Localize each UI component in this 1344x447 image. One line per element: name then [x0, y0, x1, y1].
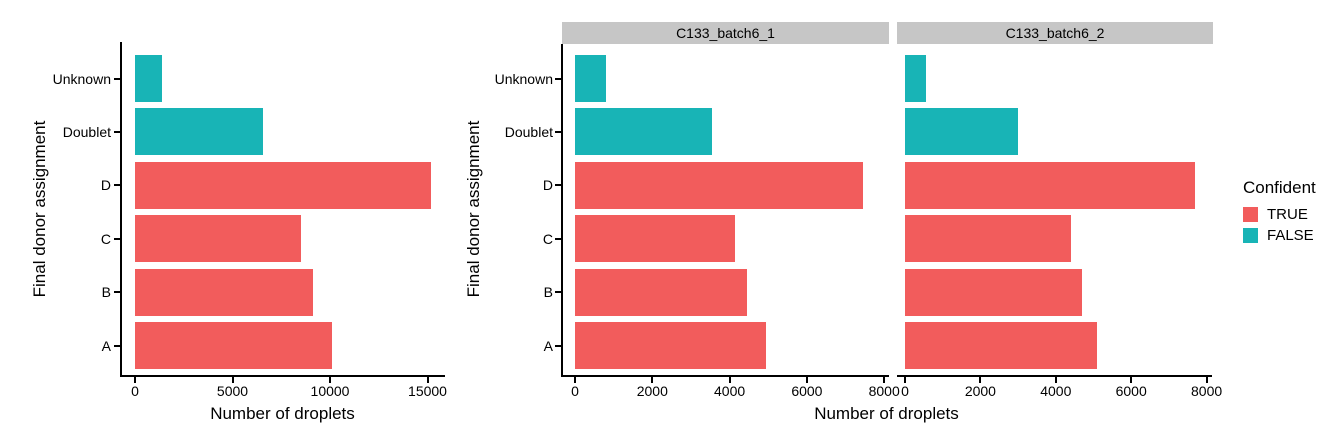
x-tick: [426, 377, 429, 383]
x-tick-label: 6000: [1115, 383, 1147, 399]
y-category-label: B: [543, 284, 553, 301]
x-tick: [651, 377, 654, 383]
bar-b: [135, 268, 313, 316]
x-tick-label: 0: [901, 383, 909, 399]
legend-title: Confident: [1243, 178, 1316, 197]
y-axis-line: [120, 42, 122, 377]
legend: Confident TRUE FALSE: [1243, 178, 1316, 249]
facet-strip-batch2: C133_batch6_2: [897, 22, 1213, 44]
x-tick-label: 15000: [408, 383, 447, 399]
bar-c: [575, 215, 735, 263]
y-tick: [114, 344, 122, 347]
x-tick-label: 8000: [1191, 383, 1223, 399]
x-tick: [134, 377, 136, 383]
bar-b: [575, 268, 747, 316]
legend-entry-label: FALSE: [1267, 227, 1314, 244]
y-category-label: A: [101, 337, 111, 354]
bar-a: [905, 322, 1097, 369]
y-tick: [114, 237, 122, 240]
x-tick-label: 4000: [714, 383, 746, 399]
x-tick-label: 10000: [310, 383, 350, 399]
bar-doublet: [135, 108, 263, 156]
x-axis-title-faceted: Number of droplets: [814, 404, 959, 423]
y-category-label: Unknown: [52, 70, 111, 87]
bar-d: [575, 161, 863, 209]
y-category-label: Unknown: [494, 70, 553, 87]
x-axis-line: [120, 375, 445, 377]
bar-b: [905, 268, 1082, 316]
x-axis-line: [897, 375, 1212, 377]
x-tick: [728, 377, 731, 383]
y-tick: [555, 77, 563, 80]
legend-swatch-false: [1243, 228, 1258, 243]
y-category-label: A: [543, 337, 553, 354]
bar-unknown: [905, 55, 926, 102]
bar-doublet: [905, 108, 1018, 156]
x-tick: [979, 377, 982, 383]
y-tick: [555, 291, 563, 294]
y-tick: [114, 291, 122, 294]
bar-unknown: [135, 55, 162, 102]
legend-entry-false: FALSE: [1243, 228, 1316, 243]
bar-c: [135, 215, 301, 263]
y-tick: [114, 77, 122, 80]
x-tick-label: 2000: [636, 383, 668, 399]
bar-doublet: [575, 108, 712, 156]
x-tick-label: 2000: [964, 383, 996, 399]
y-tick: [555, 237, 563, 240]
y-tick: [555, 184, 563, 187]
x-tick: [904, 377, 906, 383]
y-category-label: D: [542, 177, 553, 194]
bar-d: [135, 161, 431, 209]
legend-entries: TRUE FALSE: [1243, 207, 1316, 243]
x-tick-label: 0: [131, 383, 139, 399]
x-tick: [231, 377, 234, 383]
x-tick-label: 0: [571, 383, 579, 399]
y-category-label: B: [101, 284, 111, 301]
x-tick-label: 4000: [1040, 383, 1072, 399]
x-tick: [1205, 377, 1208, 383]
x-axis-line: [561, 375, 889, 377]
x-tick: [574, 377, 576, 383]
x-tick: [1054, 377, 1057, 383]
y-tick: [114, 130, 122, 133]
x-tick-label: 8000: [868, 383, 900, 399]
facet-strip-batch1: C133_batch6_1: [562, 22, 889, 44]
y-tick: [555, 130, 563, 133]
bar-unknown: [575, 55, 606, 102]
legend-entry-label: TRUE: [1267, 206, 1308, 223]
y-tick: [114, 184, 122, 187]
y-tick: [555, 344, 563, 347]
y-axis-line: [561, 44, 563, 377]
bar-d: [905, 161, 1195, 209]
y-category-label: C: [100, 230, 111, 247]
bar-a: [575, 322, 766, 369]
x-tick: [805, 377, 808, 383]
x-tick: [1130, 377, 1133, 383]
x-tick: [883, 377, 886, 383]
legend-entry-true: TRUE: [1243, 207, 1316, 222]
x-tick-label: 5000: [216, 383, 249, 399]
legend-swatch-true: [1243, 207, 1258, 222]
x-tick-label: 6000: [791, 383, 823, 399]
x-axis-title-overall: Number of droplets: [210, 404, 355, 423]
y-category-label: Doublet: [62, 123, 111, 140]
bar-a: [135, 322, 332, 369]
x-tick: [329, 377, 331, 383]
y-category-label: C: [542, 230, 553, 247]
bar-c: [905, 215, 1071, 263]
y-category-label: D: [100, 177, 111, 194]
y-category-label: Doublet: [504, 123, 553, 140]
